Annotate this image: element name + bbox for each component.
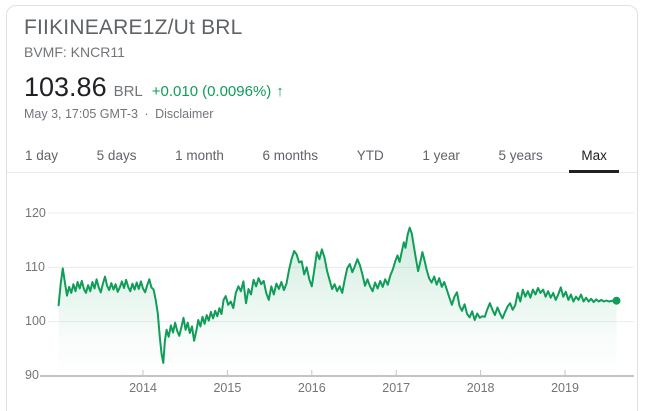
x-axis-label: 2017 <box>382 381 411 395</box>
tab-1-day[interactable]: 1 day <box>25 148 59 163</box>
area-fill <box>58 227 617 375</box>
price-change: +0.010 <box>151 83 199 100</box>
tab-max[interactable]: Max <box>569 139 619 173</box>
tab-5-days[interactable]: 5 days <box>96 148 137 163</box>
tab-6-months[interactable]: 6 months <box>262 148 319 163</box>
stock-title: FIIKINEARE1Z/Ut BRL <box>24 16 243 39</box>
y-axis-label: 100 <box>25 314 46 329</box>
x-axis-label: 2015 <box>213 381 242 395</box>
x-axis-label: 2016 <box>297 381 326 395</box>
quote-timestamp-row: May 3, 17:05 GMT-3 · Disclaimer <box>24 107 213 121</box>
tab-ytd[interactable]: YTD <box>356 148 384 163</box>
y-axis-label: 90 <box>25 368 39 383</box>
currency-label: BRL <box>113 83 143 100</box>
y-axis-label: 120 <box>25 205 46 220</box>
quote-timestamp: May 3, 17:05 GMT-3 <box>24 107 138 121</box>
trend-up-icon: ↑ <box>276 83 284 100</box>
tab-1-month[interactable]: 1 month <box>175 148 224 163</box>
disclaimer-link[interactable]: Disclaimer <box>155 107 214 121</box>
y-axis-label: 110 <box>25 259 45 274</box>
x-axis-label: 2018 <box>466 381 495 395</box>
tab-1-year[interactable]: 1 year <box>422 148 460 163</box>
x-axis-label: 2014 <box>129 381 157 395</box>
price-chart-canvas[interactable] <box>0 185 648 411</box>
tab-5-years[interactable]: 5 years <box>498 148 543 163</box>
time-range-tabs: 1 day 5 days 1 month 6 months YTD 1 year… <box>7 139 637 173</box>
x-axis-label: 2019 <box>551 381 579 395</box>
price-line <box>57 226 618 364</box>
last-price-dot <box>612 296 621 305</box>
dot-separator: · <box>144 107 149 121</box>
current-price: 103.86 <box>24 72 107 102</box>
price-change-percent: (0.0096%) <box>202 83 272 100</box>
quote-row: 103.86 BRL +0.010 (0.0096%) ↑ <box>24 72 284 103</box>
exchange-ticker: BVMF: KNCR11 <box>24 44 125 60</box>
